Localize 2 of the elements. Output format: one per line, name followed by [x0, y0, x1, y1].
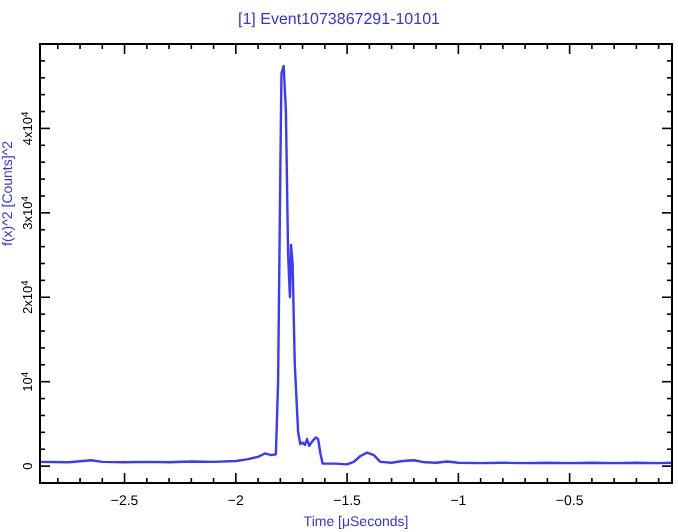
chart-title: [1] Event1073867291-10101	[238, 10, 442, 28]
line-series	[40, 64, 672, 466]
